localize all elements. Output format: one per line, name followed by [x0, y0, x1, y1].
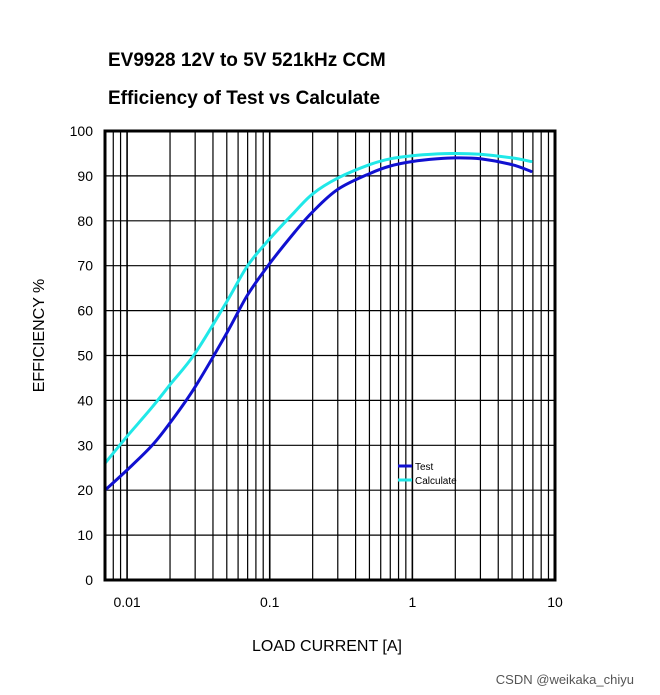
watermark: CSDN @weikaka_chiyu: [495, 672, 634, 687]
x-tick-labels: 0.01 0.1 1 10: [113, 594, 563, 610]
series-line-test: [103, 156, 533, 492]
x-tick-label: 1: [408, 594, 416, 610]
y-tick-label: 100: [70, 123, 94, 139]
x-tick-label: 0.1: [260, 594, 280, 610]
y-tick-label: 10: [77, 527, 93, 543]
y-tick-label: 70: [77, 258, 93, 274]
chart-title: EV9928 12V to 5V 521kHz CCM: [108, 50, 386, 71]
y-tick-label: 20: [77, 482, 93, 498]
grid-lines: [105, 131, 555, 580]
series-layer: [103, 151, 533, 492]
series-line-calculate: [103, 151, 533, 465]
y-tick-label: 80: [77, 213, 93, 229]
y-tick-label: 90: [77, 168, 93, 184]
x-axis-label: LOAD CURRENT [A]: [252, 638, 402, 655]
y-tick-labels: 0 10 20 30 40 50 60 70 80 90 100: [70, 123, 94, 588]
chart-subtitle: Efficiency of Test vs Calculate: [108, 88, 381, 109]
y-tick-label: 0: [85, 572, 93, 588]
x-tick-label: 0.01: [113, 594, 140, 610]
y-tick-label: 30: [77, 437, 93, 453]
legend-label-test: Test: [415, 462, 434, 473]
plot-frame: [103, 129, 557, 582]
y-axis-label: EFFICIENCY %: [31, 279, 48, 393]
y-tick-label: 40: [77, 392, 93, 408]
x-tick-label: 10: [547, 594, 563, 610]
y-tick-label: 50: [77, 348, 93, 364]
legend: Test Calculate: [398, 462, 457, 487]
legend-label-calculate: Calculate: [415, 476, 457, 487]
y-tick-label: 60: [77, 303, 93, 319]
